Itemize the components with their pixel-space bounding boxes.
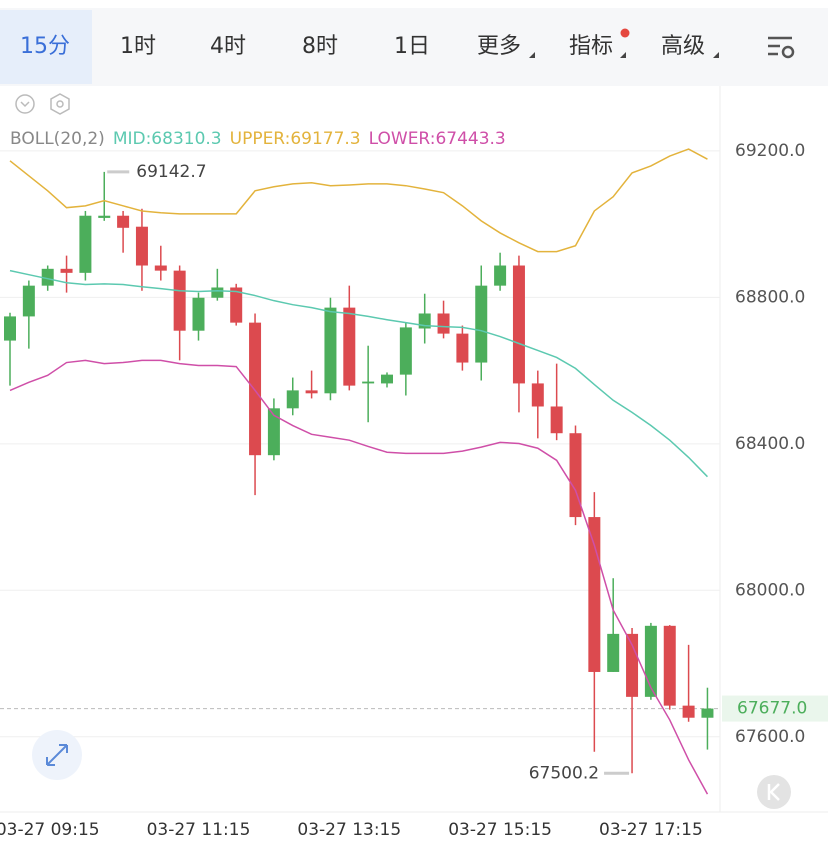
- candle-body: [135, 226, 148, 266]
- tab[interactable]: 指标: [569, 34, 613, 59]
- tab-bar: [0, 8, 828, 86]
- candle-body: [343, 307, 356, 386]
- candle-body: [607, 633, 620, 672]
- legend: BOLL(20,2) MID:68310.3 UPPER:69177.3 LOWER…: [10, 129, 506, 149]
- settings-icon[interactable]: [768, 36, 795, 59]
- legend-entry: UPPER:69177.3: [230, 129, 361, 149]
- x-tick-label: 03-27 09:15: [0, 820, 100, 840]
- legend-entry: MID:68310.3: [113, 129, 222, 149]
- y-tick-label: 69200.0: [735, 141, 805, 161]
- candle-body: [701, 708, 714, 718]
- y-tick-label: 67600.0: [735, 727, 805, 747]
- dropdown-arrow: [529, 52, 535, 58]
- candle-body: [98, 215, 111, 218]
- badge-dot: [620, 28, 630, 38]
- y-tick-label: 68800.0: [735, 287, 805, 307]
- candle-body: [230, 287, 243, 323]
- candle-body: [324, 307, 337, 394]
- candle-body: [60, 268, 73, 273]
- tab[interactable]: 1日: [394, 34, 430, 59]
- plot: 69142.7 67500.2: [4, 148, 714, 795]
- tab[interactable]: 高级: [661, 34, 705, 59]
- candle-body: [79, 215, 92, 273]
- tab[interactable]: 4时: [210, 34, 246, 59]
- x-tick-label: 03-27 11:15: [147, 820, 251, 840]
- tab[interactable]: 8时: [302, 34, 338, 59]
- y-tick-label: 68000.0: [735, 580, 805, 600]
- candle-body: [211, 287, 224, 298]
- candle-body: [475, 285, 488, 363]
- boll-line: [9, 269, 708, 478]
- expand-button[interactable]: [32, 730, 82, 780]
- candle-body: [682, 705, 695, 718]
- dropdown-arrow: [713, 52, 719, 58]
- candle-body: [362, 381, 375, 384]
- k-button[interactable]: [757, 775, 791, 809]
- candle-body: [569, 433, 582, 518]
- indicator-label: BOLL(20,2): [10, 129, 105, 149]
- last-price-box: [722, 695, 828, 722]
- low-label: 67500.2: [529, 763, 599, 783]
- tab[interactable]: 1时: [120, 34, 156, 59]
- x-tick-label: 03-27 15:15: [448, 820, 552, 840]
- legend-entry: LOWER:67443.3: [369, 129, 506, 149]
- candle-body: [399, 327, 412, 375]
- candle-body: [663, 625, 676, 706]
- candle-body: [550, 406, 563, 434]
- candle-body: [381, 374, 393, 384]
- last-price-label: 67677.0: [737, 699, 807, 719]
- boll-line: [9, 148, 708, 253]
- x-tick-label: 03-27 17:15: [599, 820, 703, 840]
- candle-body: [588, 517, 601, 672]
- candle-body: [22, 285, 35, 317]
- candle-body: [249, 322, 262, 456]
- x-tick-label: 03-27 13:15: [297, 820, 401, 840]
- candle-body: [117, 215, 130, 228]
- candle-body: [456, 333, 469, 363]
- candle-body: [512, 265, 525, 384]
- candle-body: [173, 270, 186, 331]
- candle-body: [286, 390, 299, 409]
- high-label: 69142.7: [136, 162, 206, 182]
- candle-body: [192, 297, 205, 331]
- dropdown-arrow: [620, 52, 626, 58]
- candle-body: [494, 265, 507, 286]
- candle-body: [626, 633, 639, 697]
- tab[interactable]: 15分: [20, 34, 70, 59]
- toolbar-icons[interactable]: [15, 93, 70, 115]
- candle-body: [531, 383, 544, 407]
- candle-body: [41, 268, 54, 286]
- candle-body: [305, 390, 318, 394]
- candle-body: [154, 265, 167, 271]
- candle-body: [437, 313, 450, 334]
- candle-body: [267, 408, 280, 456]
- candle-body: [4, 316, 16, 341]
- active-tab-bg: [0, 10, 92, 84]
- tab[interactable]: 更多: [477, 34, 521, 59]
- boll-line: [9, 359, 709, 795]
- y-tick-label: 68400.0: [735, 434, 805, 454]
